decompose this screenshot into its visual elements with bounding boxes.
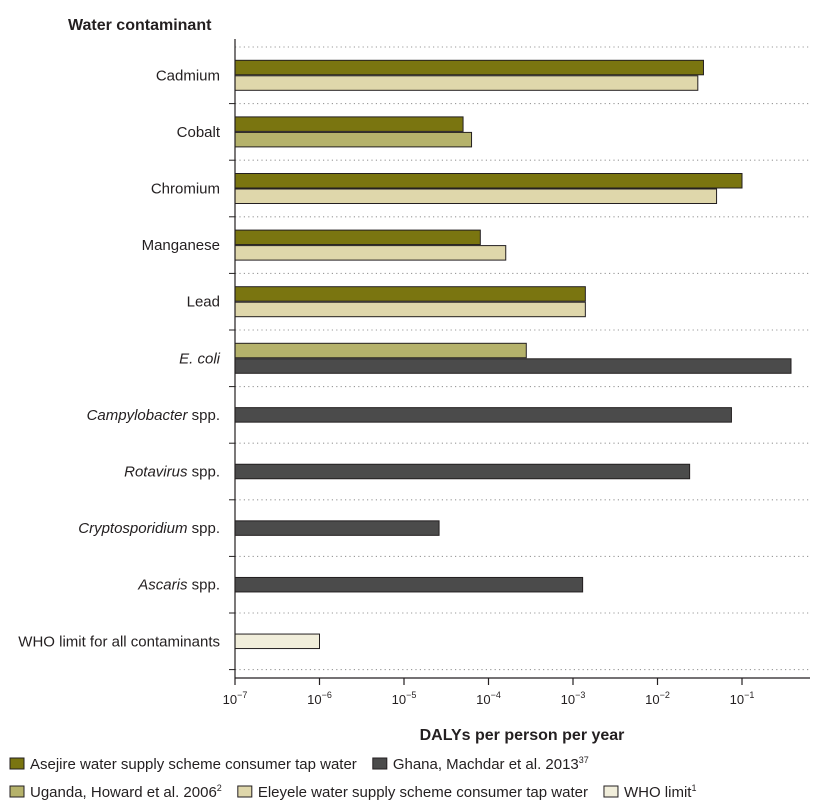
bar (234, 131, 473, 148)
x-tick-exponent: −3 (575, 690, 585, 700)
category-label: Manganese (142, 237, 220, 254)
y-axis-title: Water contaminant (68, 17, 212, 34)
bar (234, 342, 527, 359)
category-label-part: spp. (187, 577, 220, 594)
x-tick-base: 10 (561, 692, 575, 707)
bar (234, 520, 440, 536)
category-label: Chromium (151, 181, 220, 198)
x-tick-exponent: −7 (237, 690, 247, 700)
category-label: Cadmium (156, 67, 220, 84)
category-label-part: Cobalt (177, 124, 221, 141)
x-axis-title: DALYs per person per year (420, 727, 625, 744)
category-label: E. coli (179, 350, 221, 367)
bar (234, 301, 586, 318)
category-label: WHO limit for all contaminants (18, 633, 220, 650)
bar (234, 358, 792, 374)
category-label-part: WHO limit for all contaminants (18, 633, 220, 650)
x-tick-exponent: −2 (660, 690, 670, 700)
legend-swatch (372, 757, 388, 770)
bar (234, 286, 586, 302)
x-tick-base: 10 (645, 692, 659, 707)
category-label-part: Rotavirus (124, 464, 188, 481)
category-label-part: Cadmium (156, 67, 220, 84)
x-tick-base: 10 (730, 692, 744, 707)
bar (234, 75, 699, 91)
bar (234, 463, 691, 480)
category-label-part: Campylobacter (87, 407, 189, 424)
category-label-part: spp. (187, 407, 220, 424)
category-label-part: E. coli (179, 350, 221, 367)
bar (234, 407, 732, 423)
legend-entry: Asejire water supply scheme consumer tap… (30, 756, 357, 773)
legend-swatch (603, 785, 619, 798)
category-label-part: Chromium (151, 181, 220, 198)
legend-entry-name: WHO limit (624, 784, 692, 801)
x-tick-exponent: −4 (491, 690, 501, 700)
bars (234, 59, 792, 650)
x-tick-labels: 10−710−610−510−410−310−210−11 (223, 690, 755, 707)
x-tick-base: 10 (223, 692, 237, 707)
bar (234, 245, 507, 261)
category-label-part: Cryptosporidium (78, 520, 187, 537)
legend-entry: Uganda, Howard et al. 20062 (30, 783, 222, 801)
legend-entry-superscript: 37 (579, 755, 589, 765)
axes (229, 39, 810, 685)
legend-entry: Ghana, Machdar et al. 201337 (393, 755, 589, 773)
legend-entry-name: Uganda, Howard et al. 2006 (30, 784, 217, 801)
x-tick-base: 10 (392, 692, 406, 707)
x-tick-exponent: −1 (744, 690, 754, 700)
category-label-part: spp. (187, 520, 220, 537)
legend-swatch (9, 785, 25, 798)
x-tick-exponent: −6 (322, 690, 332, 700)
category-label-part: Manganese (142, 237, 220, 254)
category-label-part: Lead (187, 294, 220, 311)
bar (234, 633, 320, 650)
x-tick-label: 10−4 (476, 690, 501, 707)
legend-entry-superscript: 2 (217, 783, 222, 793)
legend-entry: Eleyele water supply scheme consumer tap… (258, 784, 588, 801)
bar (234, 188, 718, 204)
bar (234, 59, 704, 76)
category-label: Ascaris spp. (137, 577, 220, 594)
x-tick-label: 10−2 (645, 690, 670, 707)
x-tick-label: 10−5 (392, 690, 417, 707)
legend-swatch (9, 757, 25, 770)
bar (234, 173, 743, 189)
legend-entry-superscript: 1 (691, 783, 696, 793)
category-label-part: Ascaris (137, 577, 188, 594)
legend-entry: WHO limit1 (624, 783, 697, 801)
legend-entry-name: Asejire water supply scheme consumer tap… (30, 756, 357, 773)
legend: Asejire water supply scheme consumer tap… (9, 755, 697, 801)
legend-entry-name: Ghana, Machdar et al. 2013 (393, 756, 579, 773)
x-tick-base: 10 (476, 692, 490, 707)
legend-entry-name: Eleyele water supply scheme consumer tap… (258, 784, 588, 801)
x-tick-label: 10−7 (223, 690, 248, 707)
bar (234, 116, 464, 132)
category-label: Cryptosporidium spp. (78, 520, 220, 537)
x-tick-base: 10 (307, 692, 321, 707)
x-tick-exponent: −5 (406, 690, 416, 700)
category-labels: Cadmium Cobalt Chromium Manganese Lead E. col… (18, 67, 221, 650)
x-tick-label: 10−3 (561, 690, 586, 707)
category-label: Cobalt (177, 124, 221, 141)
x-tick-label: 10−6 (307, 690, 332, 707)
x-tick-label: 10−1 (730, 690, 755, 707)
category-label: Campylobacter spp. (87, 407, 220, 424)
category-label-part: spp. (187, 464, 220, 481)
bar (234, 576, 584, 593)
category-label: Lead (187, 294, 220, 311)
bar (234, 229, 481, 246)
category-label: Rotavirus spp. (124, 464, 220, 481)
legend-swatch (237, 785, 253, 798)
